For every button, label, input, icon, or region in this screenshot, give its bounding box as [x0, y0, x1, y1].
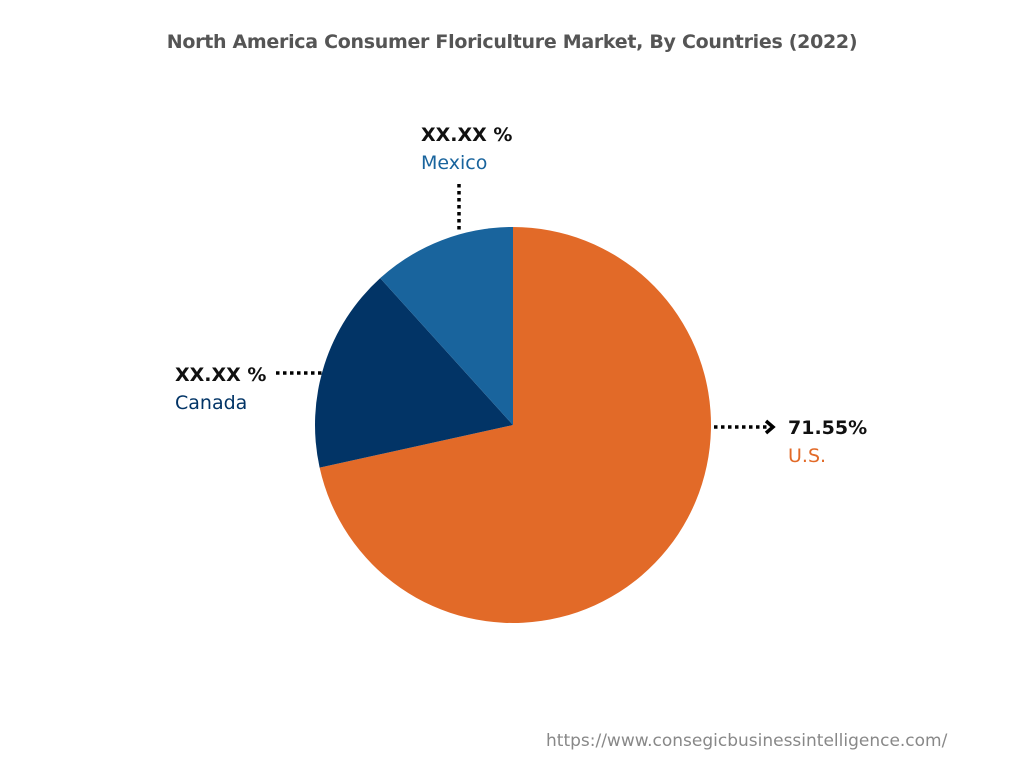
value-canada: XX.XX % — [175, 364, 267, 386]
label-mexico: XX.XX % Mexico — [421, 121, 512, 177]
label-us: 71.55% U.S. — [788, 414, 867, 470]
pie-slice-canada — [315, 278, 513, 468]
value-us: 71.55% — [788, 417, 868, 439]
name-us: U.S. — [788, 445, 827, 467]
arrow-icon — [764, 419, 776, 435]
pie-slice-us — [319, 227, 711, 623]
name-mexico: Mexico — [421, 152, 488, 174]
chart-title: North America Consumer Floriculture Mark… — [166, 31, 858, 53]
pie-slice-mexico — [380, 226, 513, 425]
value-mexico: XX.XX % — [421, 124, 513, 146]
leader-lines — [276, 184, 776, 435]
name-canada: Canada — [175, 392, 248, 414]
label-canada: XX.XX % Canada — [175, 361, 266, 417]
source-url[interactable]: https://www.consegicbusinessintelligence… — [546, 731, 948, 751]
